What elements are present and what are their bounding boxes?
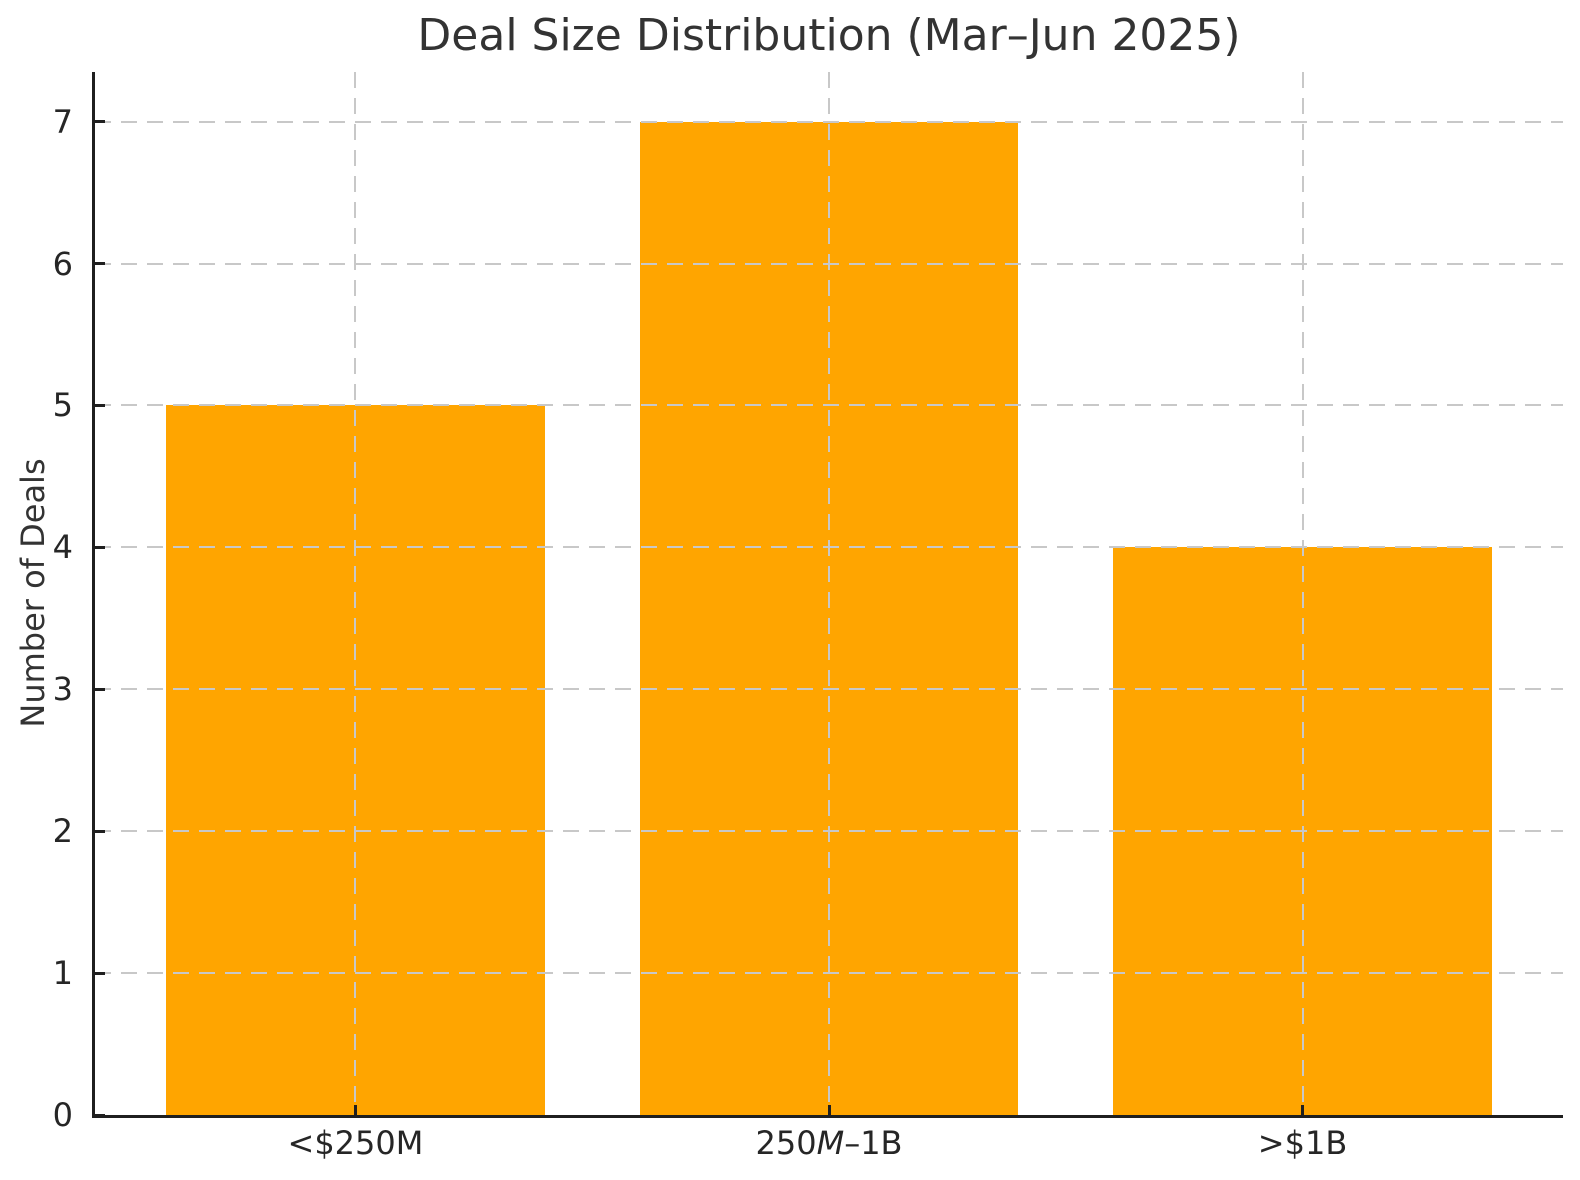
x-tick-label-run: M (816, 1124, 845, 1162)
y-tick-label: 7 (52, 102, 73, 141)
y-axis-spine (92, 72, 95, 1118)
y-tick-mark (95, 1113, 105, 1117)
y-tick-label: 6 (52, 244, 73, 283)
x-tick-label-run: 250 (755, 1124, 817, 1162)
y-tick-mark (95, 687, 105, 691)
x-tick-label-run: <$250M (287, 1124, 424, 1162)
y-tick-label: 5 (52, 386, 73, 425)
y-tick-mark (95, 545, 105, 549)
y-tick-mark (95, 262, 105, 266)
x-axis-spine (92, 1115, 1563, 1118)
x-tick-mark (827, 1105, 831, 1115)
x-tick-mark (1301, 1105, 1305, 1115)
y-tick-label: 4 (52, 528, 73, 567)
v-gridline (354, 72, 357, 1115)
y-tick-mark (95, 120, 105, 124)
plot-area: 0 1 2 3 4 5 6 7 <$250M 250M–1B >$1B (53, 72, 1563, 1161)
y-tick-mark (95, 403, 105, 407)
y-tick-label: 0 (52, 1096, 73, 1134)
x-tick-label: 250M–1B (756, 1125, 903, 1161)
x-tick-label: >$1B (1258, 1125, 1347, 1161)
y-tick-label: 2 (52, 812, 73, 851)
y-tick-mark (95, 971, 105, 975)
y-tick-label: 3 (52, 670, 73, 709)
y-tick-mark (95, 829, 105, 833)
y-tick-label: 1 (52, 954, 73, 993)
x-tick-label-run: >$1B (1257, 1124, 1348, 1162)
v-gridline (1301, 72, 1304, 1115)
x-tick-mark (353, 1105, 357, 1115)
x-tick-label-run: –1B (844, 1124, 903, 1162)
x-tick-label: <$250M (288, 1125, 424, 1161)
v-gridline (828, 72, 830, 1115)
chart-title: Deal Size Distribution (Mar–Jun 2025) (417, 10, 1241, 61)
